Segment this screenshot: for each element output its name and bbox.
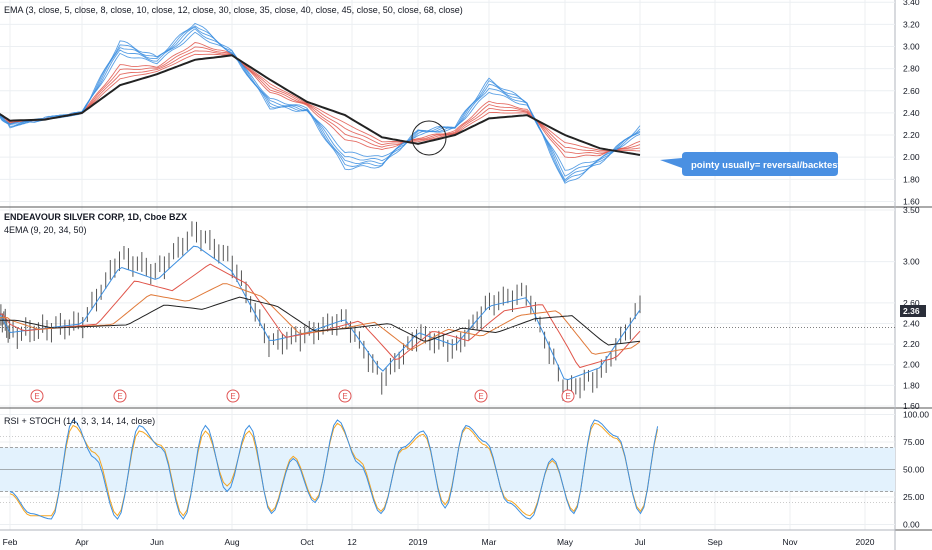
price-y-tick: 3.00 xyxy=(903,257,920,267)
last-price-tag: 2.36 xyxy=(900,305,926,317)
price-y-tick: 2.00 xyxy=(903,360,920,370)
osc-y-tick: 100.00 xyxy=(903,410,929,420)
highlight-circle xyxy=(411,120,447,156)
price-panel-title: ENDEAVOUR SILVER CORP, 1D, Cboe BZX xyxy=(4,212,187,222)
osc-y-tick: 50.00 xyxy=(903,465,925,475)
ema-y-tick: 3.20 xyxy=(903,19,920,29)
price-scales[interactable]: Feb Apr Jun Aug Oct 12 2019 Mar May Jul Sep Nov 2020… xyxy=(3,0,930,547)
earnings-marker-label: E xyxy=(565,392,570,401)
ema-y-tick: 1.80 xyxy=(903,174,920,184)
x-axis-label: Jun xyxy=(150,537,164,547)
x-axis-label: Aug xyxy=(224,537,239,547)
price-y-tick: 2.20 xyxy=(903,339,920,349)
earnings-marker xyxy=(113,389,127,403)
x-axis-label: Feb xyxy=(3,537,18,547)
oscillator-panel[interactable] xyxy=(0,419,895,520)
callout-text: pointy usually= reversal/backtest xyxy=(691,160,842,171)
earnings-marker xyxy=(474,389,488,403)
x-axis-label: Mar xyxy=(482,537,497,547)
osc-y-tick: 25.00 xyxy=(903,492,925,502)
x-axis-label: May xyxy=(557,537,574,547)
earnings-marker xyxy=(226,389,240,403)
x-axis-label: 12 xyxy=(347,537,357,547)
x-axis-label: Nov xyxy=(782,537,798,547)
last-price-label: 2.36 xyxy=(903,306,920,316)
earnings-marker xyxy=(338,389,352,403)
ema-y-tick: 3.00 xyxy=(903,41,920,51)
ema-y-tick: 2.40 xyxy=(903,108,920,118)
earnings-marker-label: E xyxy=(117,392,122,401)
ema-y-tick: 2.00 xyxy=(903,152,920,162)
price-panel-subtitle: 4EMA (9, 20, 34, 50) xyxy=(4,225,87,235)
ema-y-tick: 2.20 xyxy=(903,130,920,140)
ema-y-tick: 2.60 xyxy=(903,86,920,96)
ema-panel[interactable] xyxy=(0,22,641,184)
price-y-tick: 2.60 xyxy=(903,298,920,308)
price-y-tick: 2.40 xyxy=(903,318,920,328)
x-axis-label: 2020 xyxy=(856,537,875,547)
price-y-tick: 3.50 xyxy=(903,205,920,215)
stoch-line xyxy=(9,422,659,517)
earnings-marker-label: E xyxy=(34,392,39,401)
x-axis-label: Sep xyxy=(707,537,722,547)
rsi-line xyxy=(9,419,659,520)
oscillator-panel-title: RSI + STOCH (14, 3, 3, 14, 14, close) xyxy=(4,416,155,426)
earnings-marker xyxy=(561,389,575,403)
x-axis-label: Oct xyxy=(300,537,314,547)
earnings-marker-label: E xyxy=(478,392,483,401)
x-axis-label: Apr xyxy=(75,537,88,547)
osc-y-tick: 0.00 xyxy=(903,520,920,530)
x-axis-label: Jul xyxy=(635,537,646,547)
price-y-tick: 1.80 xyxy=(903,380,920,390)
callout-bubble xyxy=(660,152,838,176)
price-y-tick: 1.60 xyxy=(903,401,920,411)
ema-y-tick: 2.80 xyxy=(903,64,920,74)
annotation-callout[interactable]: pointy usually= reversal/backtest xyxy=(660,152,842,176)
ema-y-tick: 3.40 xyxy=(903,0,920,7)
price-ema-1 xyxy=(0,263,641,369)
price-ema-3 xyxy=(0,296,641,346)
ema-panel-title: EMA (3, close, 5, close, 8, close, 10, c… xyxy=(4,5,463,15)
x-axis-label: 2019 xyxy=(409,537,428,547)
earnings-marker xyxy=(30,389,44,403)
earnings-marker-label: E xyxy=(230,392,235,401)
osc-y-tick: 75.00 xyxy=(903,437,925,447)
ema-y-tick: 1.60 xyxy=(903,196,920,206)
ema-68-line xyxy=(0,54,641,156)
earnings-marker-label: E xyxy=(342,392,347,401)
